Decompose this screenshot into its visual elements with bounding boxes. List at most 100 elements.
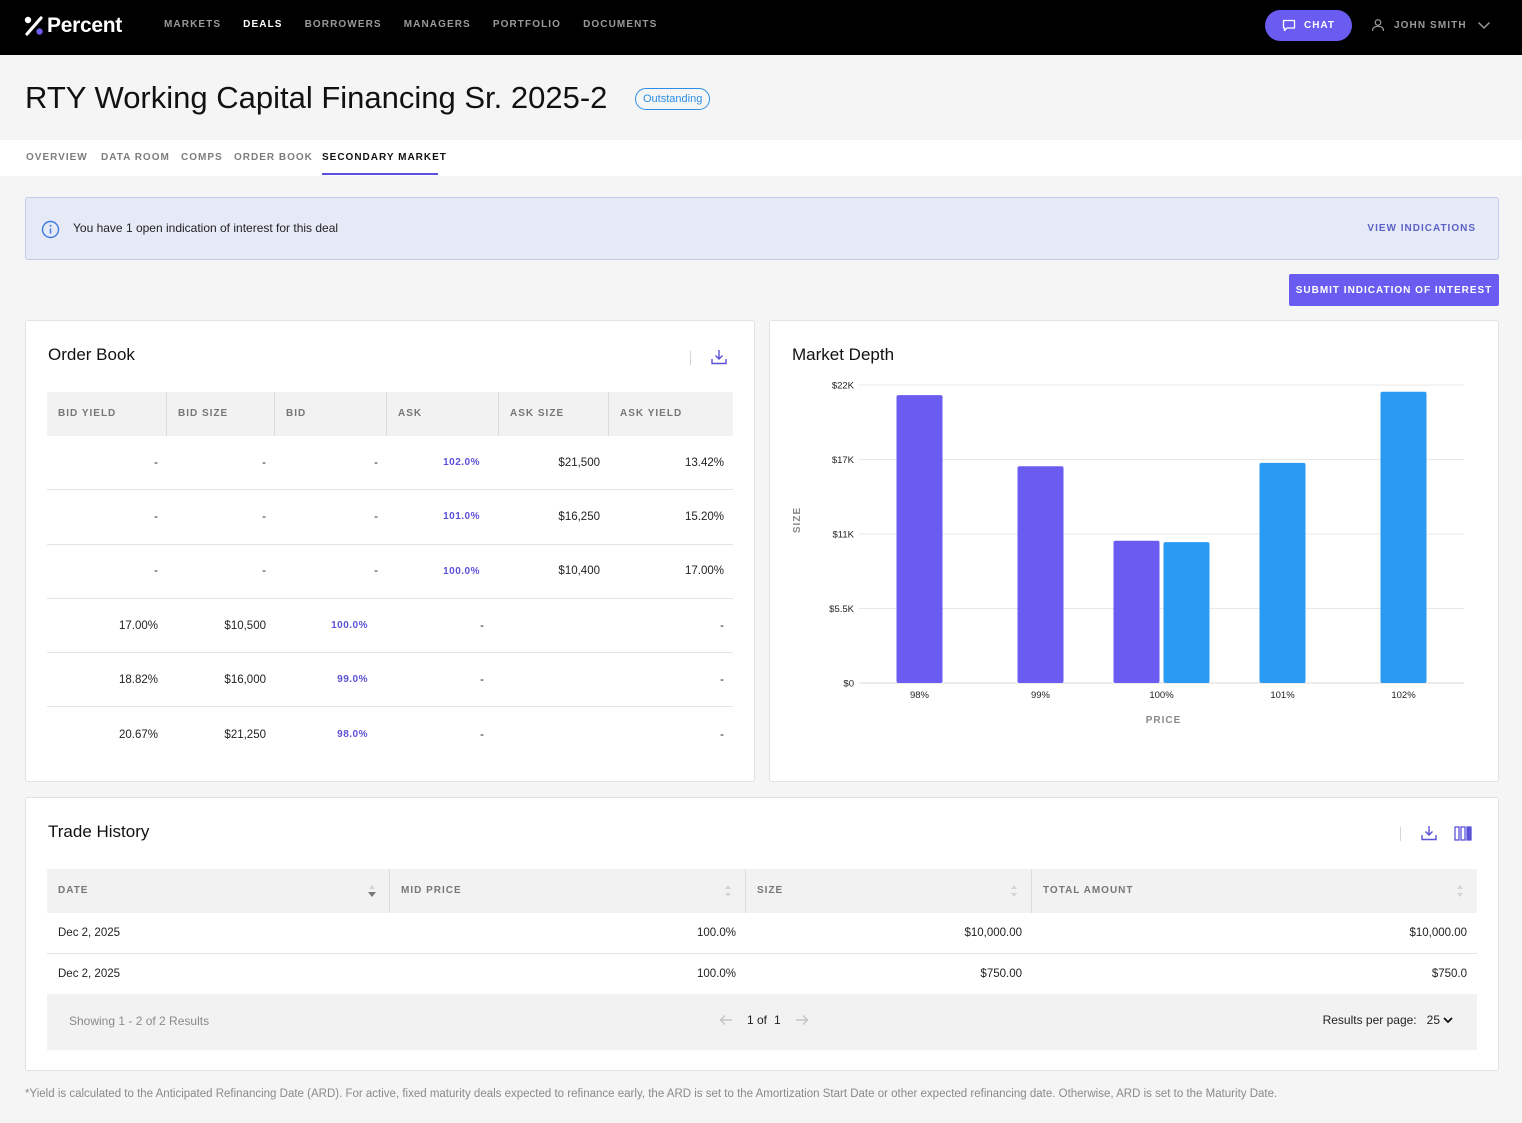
table-cell: $10,000.00 [1409, 927, 1467, 939]
table-header: DATE MID PRICE SIZE TOTAL AMOUNT [47, 869, 1477, 913]
user-menu[interactable]: JOHN SMITH [1371, 18, 1491, 32]
nav-borrowers[interactable]: BORROWERS [304, 19, 382, 30]
table-row: 18.82% $16,000 99.0% - - [47, 653, 733, 708]
status-badge: Outstanding [635, 88, 711, 110]
x-tick-label: 100% [1149, 690, 1174, 701]
table-cell: - [720, 619, 724, 632]
col-size-label: SIZE [757, 885, 784, 896]
percent-logo[interactable]: Percent [24, 14, 122, 38]
columns-icon[interactable] [1454, 826, 1472, 841]
table-cell: - [154, 565, 158, 578]
table-cell: 100.0% [696, 968, 736, 980]
y-axis-label: SIZE [792, 507, 803, 533]
page-title: RTY Working Capital Financing Sr. 2025-2 [25, 80, 608, 115]
info-alert: You have 1 open indication of interest f… [25, 197, 1499, 260]
brand-name: Percent [47, 14, 122, 37]
rpp-select[interactable]: 25 [1427, 1013, 1453, 1027]
y-tick-label: $17K [832, 455, 855, 466]
percent-logo-icon [24, 16, 43, 36]
sort-icon [725, 885, 731, 897]
chevron-down-icon [1443, 1016, 1453, 1023]
rpp-value: 25 [1426, 1013, 1440, 1027]
deal-tabs: OVERVIEW DATA ROOM COMPS ORDER BOOK SECO… [0, 140, 1522, 176]
arrow-left-icon[interactable] [719, 1014, 733, 1026]
x-tick-label: 99% [1031, 690, 1051, 701]
table-row: - - - 102.0% $21,500 13.42% [47, 436, 733, 491]
download-icon[interactable] [710, 348, 728, 366]
page-current: 1 of [747, 1013, 768, 1027]
main-nav: MARKETS DEALS BORROWERS MANAGERS PORTFOL… [164, 19, 679, 30]
y-tick-label: $22K [832, 381, 855, 392]
sort-descending-icon [368, 885, 376, 897]
page-navigator: 1 of 1 [719, 1013, 809, 1027]
active-tab-indicator [322, 173, 438, 175]
nav-documents[interactable]: DOCUMENTS [583, 19, 658, 30]
tab-comps[interactable]: COMPS [181, 152, 223, 163]
trade-history-card: Trade History DATE MID PRICE SIZE [25, 797, 1499, 1071]
table-cell: - [480, 673, 484, 686]
tab-secondary-market[interactable]: SECONDARY MARKET [322, 152, 447, 163]
table-cell: $750.00 [980, 968, 1022, 980]
table-cell: $10,400 [558, 565, 600, 578]
table-cell: - [374, 456, 378, 469]
download-icon[interactable] [1420, 824, 1438, 842]
col-date-label: DATE [58, 885, 89, 896]
chat-button[interactable]: CHAT [1265, 10, 1352, 41]
col-mid-price[interactable]: MID PRICE [390, 869, 746, 913]
order-book-title: Order Book [48, 345, 135, 364]
info-icon [41, 220, 60, 239]
trade-history-table: DATE MID PRICE SIZE TOTAL AMOUNT [47, 869, 1477, 995]
nav-portfolio[interactable]: PORTFOLIO [492, 19, 562, 30]
user-name: JOHN SMITH [1394, 19, 1467, 31]
header-divider [1400, 827, 1401, 841]
col-date[interactable]: DATE [47, 869, 390, 913]
nav-deals[interactable]: DEALS [243, 19, 283, 30]
trade-history-title: Trade History [48, 822, 150, 841]
table-cell: - [374, 510, 378, 523]
col-bid: BID [275, 392, 387, 436]
submit-indication-button[interactable]: SUBMIT INDICATION OF INTEREST [1289, 274, 1499, 306]
table-cell: 18.82% [118, 673, 158, 686]
col-total-amount[interactable]: TOTAL AMOUNT [1032, 869, 1477, 913]
y-tick-label: $11K [833, 530, 855, 541]
view-indications-link[interactable]: VIEW INDICATIONS [1367, 223, 1476, 234]
table-cell: 20.67% [118, 728, 158, 741]
tab-data-room[interactable]: DATA ROOM [101, 152, 170, 163]
table-cell: $16,250 [558, 510, 600, 523]
table-row: - - - 101.0% $16,250 15.20% [47, 490, 733, 545]
col-ask: ASK [387, 392, 499, 436]
nav-managers[interactable]: MANAGERS [403, 19, 471, 30]
trade-history-rows: Dec 2, 2025 100.0% $10,000.00 $10,000.00 Dec… [47, 913, 1477, 995]
table-cell: - [262, 510, 266, 523]
chat-label: CHAT [1303, 20, 1336, 31]
col-bid-yield: BID YIELD [47, 392, 167, 436]
table-cell: - [154, 456, 158, 469]
col-size[interactable]: SIZE [746, 869, 1032, 913]
y-tick-label: $5.5K [829, 604, 854, 615]
table-cell: Dec 2, 2025 [58, 968, 121, 980]
tab-order-book[interactable]: ORDER BOOK [234, 152, 313, 163]
top-nav-bar: Percent MARKETS DEALS BORROWERS MANAGERS… [0, 0, 1522, 55]
table-cell: 100.0% [696, 927, 736, 939]
table-cell: 13.42% [684, 456, 724, 469]
y-tick-label: $0 [843, 679, 854, 690]
table-cell: $750.0 [1431, 968, 1467, 980]
table-cell: 98.0% [337, 729, 368, 741]
col-ask-yield: ASK YIELD [620, 408, 683, 419]
table-cell: - [262, 565, 266, 578]
x-axis-label: PRICE [1146, 715, 1182, 726]
table-cell: $16,000 [224, 673, 266, 686]
table-cell: - [720, 728, 724, 741]
ask-bar [1380, 391, 1427, 683]
order-book-rows: - - - 102.0% $21,500 13.42% - - - 101.0% $16,250 15… [47, 436, 733, 762]
ask-bar [1259, 462, 1306, 683]
table-cell: 101.0% [443, 511, 480, 523]
bid-bar [1017, 466, 1064, 683]
table-cell: - [374, 565, 378, 578]
tab-overview[interactable]: OVERVIEW [26, 152, 88, 163]
table-cell: 17.00% [684, 565, 724, 578]
nav-markets[interactable]: MARKETS [164, 19, 222, 30]
arrow-right-icon[interactable] [795, 1014, 809, 1026]
table-cell: 17.00% [118, 619, 158, 632]
table-cell: 15.20% [684, 510, 724, 523]
